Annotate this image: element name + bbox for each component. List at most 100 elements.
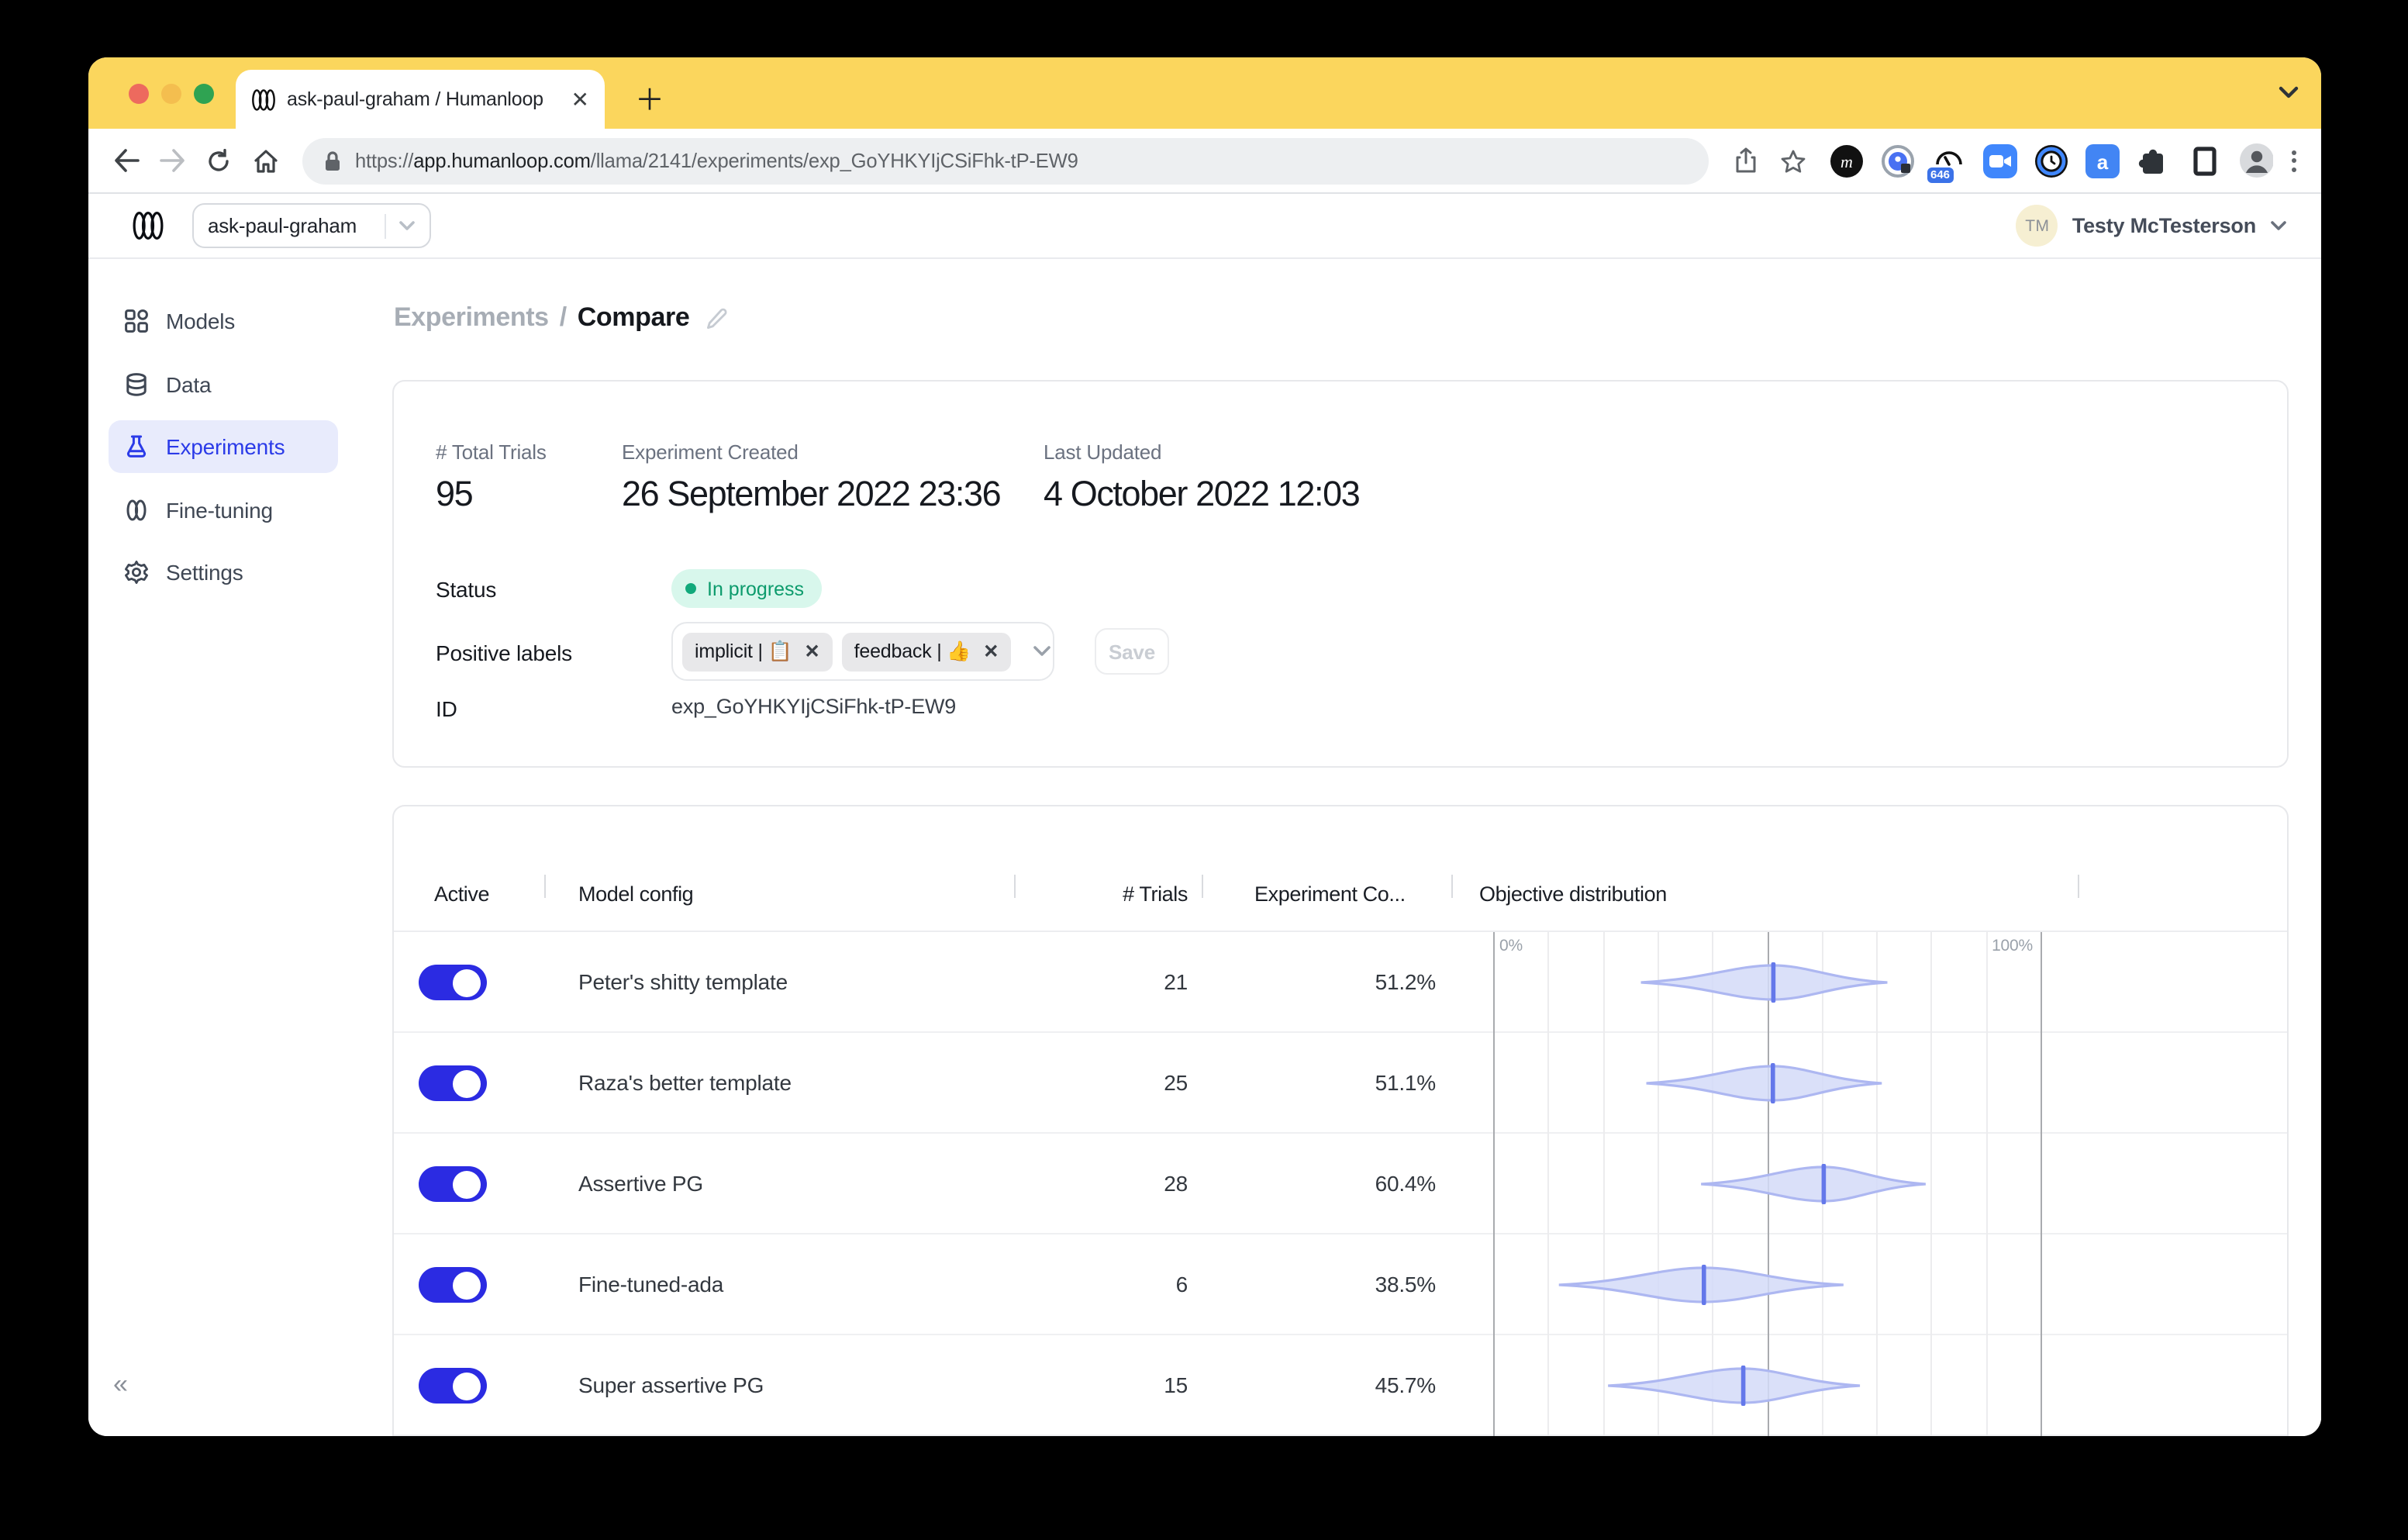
loops-icon	[124, 497, 149, 522]
collapse-sidebar-icon[interactable]: «	[113, 1369, 128, 1399]
sidebar-item-settings[interactable]: Settings	[109, 546, 338, 599]
stat-value: 95	[436, 475, 474, 513]
plot-gridline	[1985, 1134, 1988, 1234]
violin-median-bar	[1771, 1063, 1775, 1103]
chip-remove-icon[interactable]: ✕	[804, 641, 820, 662]
violin-shape	[1558, 1266, 1844, 1303]
plot-gridline	[1493, 932, 1495, 1033]
side-panel-extension-icon[interactable]	[2188, 143, 2222, 178]
active-toggle[interactable]	[419, 1065, 487, 1101]
meter-extension-icon[interactable]: 646	[1927, 143, 1966, 182]
sidebar-item-experiments[interactable]: Experiments	[109, 420, 338, 473]
axis-max-label: 100%	[1992, 937, 2033, 955]
chevron-down-icon[interactable]	[1033, 637, 1051, 665]
browser-tab[interactable]: ask-paul-graham / Humanloop ✕	[236, 70, 605, 129]
active-toggle[interactable]	[419, 965, 487, 1000]
browser-profile-avatar[interactable]	[2239, 143, 2273, 178]
plot-gridline	[1602, 1033, 1605, 1134]
url-bar[interactable]: https://app.humanloop.com/llama/2141/exp…	[302, 137, 1709, 184]
home-button[interactable]	[243, 139, 287, 182]
plot-gridline	[2041, 932, 2042, 1033]
close-window-button[interactable]	[129, 84, 149, 104]
share-icon[interactable]	[1724, 139, 1768, 182]
forward-button[interactable]	[150, 139, 194, 182]
stat-updated: Last Updated 4 October 2022 12:03	[1044, 440, 1361, 515]
active-toggle[interactable]	[419, 1267, 487, 1303]
lock-icon	[326, 150, 340, 170]
violin-shape	[1701, 1165, 1926, 1203]
maximize-window-button[interactable]	[194, 84, 214, 104]
plot-gridline	[1930, 1134, 1933, 1234]
app-header: ask-paul-graham TM Testy McTesterson	[88, 194, 2321, 259]
sidebar-item-models[interactable]: Models	[109, 295, 338, 347]
ml-extension-icon[interactable]: m	[1830, 143, 1864, 178]
password-manager-icon[interactable]	[1881, 143, 1915, 178]
clock-extension-icon[interactable]	[2034, 143, 2068, 178]
chip-remove-icon[interactable]: ✕	[983, 641, 999, 662]
plot-gridline	[2041, 1033, 2042, 1134]
tab-search-chevron-icon[interactable]	[2278, 79, 2299, 107]
plot-gridline	[1930, 1033, 1933, 1134]
new-tab-button[interactable]: ＋	[634, 85, 664, 117]
tab-close-icon[interactable]: ✕	[571, 87, 589, 112]
breadcrumb-separator: /	[559, 302, 567, 332]
project-selector-value: ask-paul-graham	[208, 214, 357, 237]
conversion-cell: 45.7%	[1375, 1373, 1437, 1397]
sidebar-item-data[interactable]: Data	[109, 357, 338, 410]
svg-text:a: a	[2097, 150, 2109, 173]
conversion-cell: 51.1%	[1375, 1070, 1437, 1095]
conversion-cell: 60.4%	[1375, 1171, 1437, 1196]
sidebar-item-label: Models	[166, 309, 236, 333]
user-avatar: TM	[2016, 205, 2058, 247]
trials-cell: 15	[1164, 1373, 1188, 1397]
plot-gridline	[1547, 932, 1550, 1033]
id-label: ID	[436, 696, 457, 721]
a-extension-icon[interactable]: a	[2085, 143, 2120, 178]
user-menu[interactable]: TM Testy McTesterson	[2016, 205, 2287, 247]
plot-gridline	[2041, 1335, 2042, 1436]
project-selector[interactable]: ask-paul-graham	[192, 203, 431, 248]
database-icon	[124, 371, 149, 396]
status-dot-icon	[685, 583, 696, 594]
extension-icons: m 646 a	[1817, 143, 2286, 182]
plot-gridline	[1930, 1234, 1933, 1335]
status-label: Status	[436, 577, 497, 602]
violin-shape	[1640, 964, 1888, 1001]
stat-created: Experiment Created 26 September 2022 23:…	[622, 440, 1002, 515]
model-config-cell: Raza's better template	[578, 1070, 792, 1095]
active-toggle[interactable]	[419, 1166, 487, 1202]
status-text: In progress	[707, 578, 805, 599]
objective-distribution-plot: 0% 100%	[1493, 932, 2042, 1033]
url-path: /llama/2141/experiments/exp_GoYHKYIjCSiF…	[590, 149, 1078, 172]
minimize-window-button[interactable]	[161, 84, 181, 104]
objective-distribution-plot	[1493, 1234, 2042, 1335]
edit-pencil-icon[interactable]	[705, 306, 728, 330]
save-button[interactable]: Save	[1095, 628, 1169, 675]
breadcrumb-section[interactable]: Experiments	[394, 302, 549, 332]
violin-chart	[1701, 1164, 1926, 1204]
gear-icon	[124, 560, 149, 585]
plot-gridline	[2041, 1134, 2042, 1234]
plot-gridline	[1547, 1033, 1550, 1134]
table-row: Raza's better template 25 51.1%	[394, 1033, 2287, 1134]
plot-gridline	[1602, 1335, 1605, 1436]
objective-distribution-plot	[1493, 1134, 2042, 1234]
active-toggle[interactable]	[419, 1368, 487, 1404]
sidebar-item-fine-tuning[interactable]: Fine-tuning	[109, 483, 338, 536]
browser-menu-icon[interactable]	[2289, 150, 2306, 171]
url-domain: app.humanloop.com	[413, 149, 591, 172]
extensions-puzzle-icon[interactable]	[2137, 143, 2171, 178]
experiment-info-card: # Total Trials 95 Experiment Created 26 …	[392, 380, 2289, 768]
table-row: Fine-tuned-ada 6 38.5%	[394, 1234, 2287, 1335]
stat-label: Experiment Created	[622, 440, 799, 464]
plot-gridline	[1493, 1335, 1495, 1436]
table-row: Assertive PG 28 60.4%	[394, 1134, 2287, 1234]
positive-labels-input[interactable]: implicit | 📋 ✕ feedback | 👍 ✕	[671, 622, 1054, 681]
trials-cell: 21	[1164, 969, 1188, 994]
trials-cell: 25	[1164, 1070, 1188, 1095]
objective-distribution-plot	[1493, 1335, 2042, 1436]
back-button[interactable]	[104, 139, 147, 182]
reload-button[interactable]	[197, 139, 240, 182]
video-call-extension-icon[interactable]	[1983, 143, 2017, 178]
bookmark-star-icon[interactable]	[1771, 139, 1814, 182]
